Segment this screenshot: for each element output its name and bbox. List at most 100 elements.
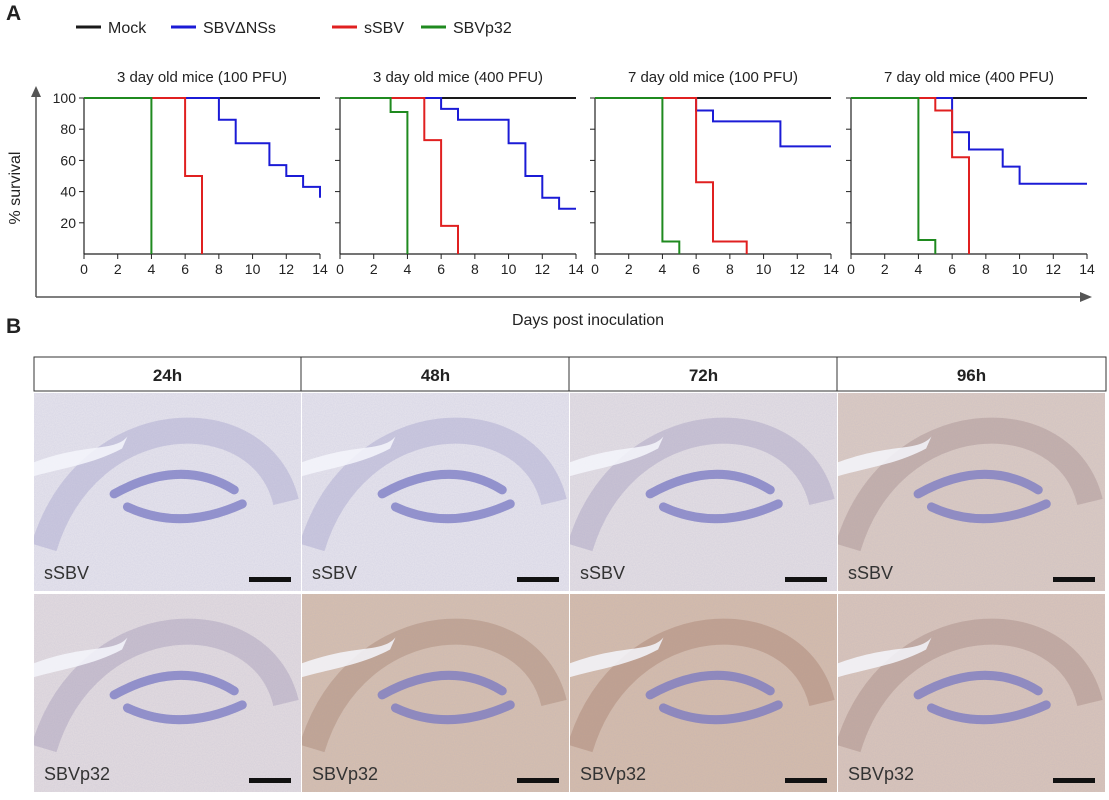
series-line-SBVp32: [340, 97, 409, 254]
survival-charts: 3 day old mice (100 PFU)0 2 4 6 8 10 12 1420406…: [53, 69, 1095, 277]
y-axis-label: % survival: [7, 152, 24, 225]
chart-title-2: 7 day old mice (100 PFU): [628, 69, 798, 86]
cell-layer-band: [302, 618, 567, 753]
time-header-72h: 72h: [689, 366, 718, 385]
cell-layer-band: [838, 417, 1103, 552]
dentate-gyrus: [645, 670, 783, 725]
series-line-sSBV: [340, 97, 459, 254]
x-tick-label: 14: [312, 261, 328, 277]
chart-title-3: 7 day old mice (400 PFU): [884, 69, 1054, 86]
y-tick-label: 80: [60, 121, 76, 137]
cell-layer-band: [838, 618, 1103, 753]
y-tick-label: 20: [60, 215, 76, 231]
dentate-gyrus: [109, 670, 247, 725]
micrograph-SBVp32-24h: SBVp32: [34, 594, 301, 792]
dentate-gyrus: [109, 469, 247, 524]
chart-2: 7 day old mice (100 PFU) 0 2 4 6 8 10 12 14: [590, 69, 839, 277]
panel-b-letter: B: [6, 315, 21, 338]
micrograph-SBVp32-72h: SBVp32: [570, 594, 837, 792]
micrograph-label: sSBV: [580, 563, 625, 583]
x-tick-label: 2: [114, 261, 122, 277]
chart-0: 3 day old mice (100 PFU) 0 2 4 6 8 10 12 14 20 40 6…: [53, 69, 328, 277]
ventricle-space: [838, 436, 932, 477]
chart-title-1: 3 day old mice (400 PFU): [373, 69, 543, 86]
x-tick-label: 0: [80, 261, 88, 277]
x-tick-label: 4: [404, 261, 412, 277]
x-tick-label: 0: [847, 261, 855, 277]
x-axis-label: Days post inoculation: [512, 312, 664, 329]
x-tick-label: 14: [1079, 261, 1095, 277]
micrograph-label: SBVp32: [312, 764, 378, 784]
chart-title-0: 3 day old mice (100 PFU): [117, 69, 287, 86]
ventricle-space: [34, 637, 128, 678]
x-tick-label: 8: [215, 261, 223, 277]
x-tick-label: 4: [915, 261, 923, 277]
micrograph-sSBV-72h: sSBV: [570, 393, 837, 591]
tissue-texture: [34, 393, 301, 591]
series-line-sSBV: [851, 97, 970, 254]
micrograph-label: sSBV: [44, 563, 89, 583]
x-tick-label: 12: [278, 261, 294, 277]
y-tick-label: 40: [60, 184, 76, 200]
series-line-SBVp32: [84, 97, 153, 254]
series-line-SBVΔNSs: [595, 97, 831, 148]
micrograph-SBVp32-48h: SBVp32: [302, 594, 569, 792]
time-header-box: [33, 356, 1107, 392]
x-tick-label: 2: [881, 261, 889, 277]
dentate-gyrus: [377, 469, 515, 524]
tissue-texture: [302, 393, 569, 591]
ventricle-space: [838, 637, 932, 678]
micrograph-label: SBVp32: [44, 764, 110, 784]
legend-entry-1: SBVΔNSs: [203, 20, 276, 37]
scale-bar: [1053, 778, 1095, 783]
legend: Mock SBVΔNSs sSBV SBVp32: [76, 20, 512, 37]
x-tick-label: 8: [982, 261, 990, 277]
time-header-96h: 96h: [957, 366, 986, 385]
scale-bar: [249, 577, 291, 582]
series-line-SBVΔNSs: [84, 97, 321, 198]
x-tick-label: 4: [659, 261, 667, 277]
cell-layer-band: [34, 417, 299, 552]
ventricle-space: [302, 436, 396, 477]
ventricle-space: [302, 637, 396, 678]
y-tick-label: 60: [60, 152, 76, 168]
x-tick-label: 10: [501, 261, 517, 277]
x-tick-label: 12: [1045, 261, 1061, 277]
ventricle-space: [570, 637, 664, 678]
micrograph-sSBV-24h: sSBV: [34, 393, 301, 591]
dentate-gyrus: [645, 469, 783, 524]
micrograph-sSBV-48h: sSBV: [302, 393, 569, 591]
ventricle-space: [34, 436, 128, 477]
x-tick-label: 10: [756, 261, 772, 277]
time-header-48h: 48h: [421, 366, 450, 385]
x-tick-label: 6: [437, 261, 445, 277]
x-tick-label: 6: [181, 261, 189, 277]
legend-entry-3: SBVp32: [453, 20, 512, 37]
time-header-24h: 24h: [153, 366, 182, 385]
tissue-texture: [34, 594, 301, 792]
x-tick-label: 0: [591, 261, 599, 277]
scale-bar: [785, 778, 827, 783]
y-tick-label: 100: [53, 90, 77, 106]
tissue-texture: [570, 594, 837, 792]
legend-entry-2: sSBV: [364, 20, 404, 37]
x-tick-label: 8: [471, 261, 479, 277]
tissue-texture: [838, 393, 1105, 591]
ventricle-space: [570, 436, 664, 477]
x-tick-label: 12: [789, 261, 805, 277]
dentate-gyrus: [377, 670, 515, 725]
x-tick-label: 12: [534, 261, 550, 277]
x-tick-label: 10: [1012, 261, 1028, 277]
x-tick-label: 10: [245, 261, 261, 277]
tissue-texture: [570, 393, 837, 591]
x-tick-label: 6: [948, 261, 956, 277]
cell-layer-band: [302, 417, 567, 552]
tissue-texture: [302, 594, 569, 792]
legend-entry-0: Mock: [108, 20, 147, 37]
panel-a-letter: A: [6, 2, 21, 25]
dentate-gyrus: [913, 469, 1051, 524]
micrograph-label: sSBV: [312, 563, 357, 583]
scale-bar: [249, 778, 291, 783]
chart-1: 3 day old mice (400 PFU) 0 2 4 6 8 10 12 14: [335, 69, 584, 277]
